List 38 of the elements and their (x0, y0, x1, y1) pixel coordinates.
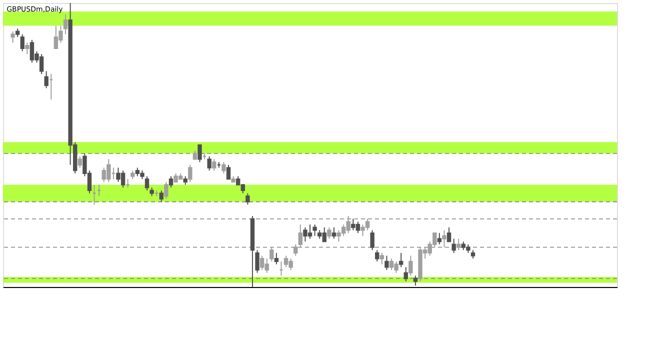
candlestick (380, 252, 384, 265)
candlestick (222, 162, 226, 174)
candlestick (294, 244, 298, 256)
candlestick (437, 232, 442, 245)
candlestick (274, 252, 279, 265)
candlestick (332, 226, 336, 240)
candlestick (270, 246, 274, 262)
candlestick (408, 255, 413, 276)
candlestick (20, 34, 24, 52)
candlestick (442, 230, 446, 248)
candlestick (188, 164, 192, 182)
candlestick (404, 266, 408, 282)
candlestick (375, 250, 380, 262)
candlestick (207, 156, 212, 172)
candlestick (168, 176, 174, 188)
candlestick (370, 230, 374, 251)
candlestick (298, 224, 303, 248)
candlestick (159, 190, 164, 202)
candlestick (446, 226, 452, 242)
candlestick (212, 158, 216, 172)
candlestick (198, 144, 202, 163)
candlestick (164, 181, 168, 200)
candlestick (226, 164, 231, 180)
candlestick (44, 70, 48, 89)
candlestick (63, 14, 68, 35)
candlestick (246, 192, 250, 206)
candlestick (452, 238, 456, 254)
candlestick (255, 250, 260, 274)
candlestick (327, 226, 332, 240)
candlestick (413, 275, 418, 286)
candlestick (456, 238, 461, 251)
candlestick (384, 255, 389, 270)
candlestick (144, 176, 150, 191)
candlestick (78, 156, 82, 168)
candlestick (10, 30, 15, 44)
candlestick (398, 252, 404, 268)
candlestick (25, 42, 30, 55)
candlestick (312, 224, 317, 236)
